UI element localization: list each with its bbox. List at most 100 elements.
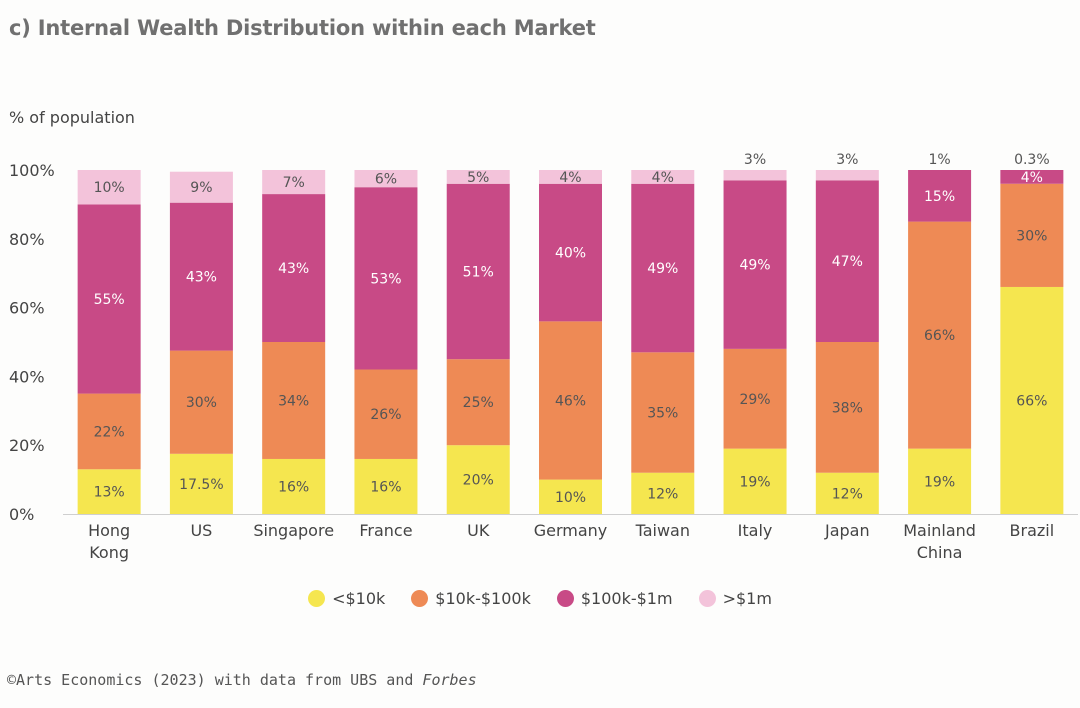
- data-label: 10%: [94, 180, 125, 196]
- legend-label: <$10k: [332, 589, 386, 608]
- data-label: 66%: [924, 328, 955, 344]
- data-label: 15%: [924, 189, 955, 205]
- x-tick-label: Taiwan: [635, 521, 690, 540]
- x-tick-label: Japan: [824, 521, 870, 540]
- bar-segment: [908, 448, 972, 514]
- data-label: 6%: [375, 172, 397, 188]
- data-label: 4%: [1021, 170, 1043, 186]
- bar-segment: [908, 170, 972, 222]
- bar-segment: [354, 369, 418, 459]
- bar-segment: [77, 469, 141, 514]
- y-tick-label: 60%: [9, 299, 45, 318]
- x-tick-label: Italy: [738, 521, 773, 540]
- bar-segment: [77, 204, 141, 394]
- bar-segment: [631, 472, 695, 514]
- bar-segment: [262, 170, 326, 195]
- legend-swatch: [556, 590, 574, 607]
- bar-segment: [815, 180, 879, 342]
- source-note: ©Arts Economics (2023) with data from UB…: [7, 671, 477, 689]
- bar-segment: [354, 458, 418, 514]
- bar-segment: [169, 453, 233, 514]
- data-label: 49%: [739, 258, 770, 274]
- data-label: 30%: [1016, 228, 1047, 244]
- data-label: 22%: [94, 424, 125, 440]
- x-tick-label: France: [359, 521, 412, 540]
- data-label: 26%: [370, 407, 401, 423]
- data-label: 38%: [832, 400, 863, 416]
- data-label: 43%: [186, 270, 217, 286]
- y-tick-label: 100%: [9, 161, 55, 180]
- data-label: 20%: [463, 473, 494, 489]
- bar-segment: [446, 170, 510, 184]
- bar-segment: [262, 342, 326, 459]
- data-label: 34%: [278, 393, 309, 409]
- data-label: 0.3%: [1014, 152, 1050, 168]
- data-label: 29%: [739, 392, 770, 408]
- data-label: 9%: [190, 180, 212, 196]
- bar-segment: [1000, 170, 1064, 184]
- bar-segment: [446, 359, 510, 446]
- chart-title: c) Internal Wealth Distribution within e…: [9, 16, 596, 40]
- bar-segment: [77, 393, 141, 470]
- bar-segment: [908, 221, 972, 449]
- data-label: 12%: [832, 486, 863, 502]
- bar-segment: [169, 171, 233, 203]
- y-axis-label: % of population: [9, 108, 135, 127]
- bar-segment: [723, 180, 787, 349]
- legend-item: $100k-$1m: [556, 589, 673, 608]
- x-tick-label: Singapore: [253, 521, 334, 540]
- legend-item: $10k-$100k: [411, 589, 531, 608]
- bar-segment: [354, 170, 418, 188]
- bar-segment: [169, 202, 233, 351]
- bar-segment: [631, 352, 695, 473]
- data-label: 49%: [647, 261, 678, 277]
- bar-segment: [723, 170, 787, 181]
- data-label: 16%: [370, 479, 401, 495]
- legend-swatch: [308, 590, 326, 607]
- bar-segment: [1000, 183, 1064, 287]
- data-label: 7%: [283, 175, 305, 191]
- data-label: 40%: [555, 246, 586, 262]
- legend-label: $100k-$1m: [580, 589, 673, 608]
- legend-item: >$1m: [698, 589, 772, 608]
- bar-segment: [631, 170, 695, 184]
- x-tick-label: Mainland: [903, 521, 976, 540]
- x-tick-label: Germany: [534, 521, 608, 540]
- data-label: 46%: [555, 393, 586, 409]
- data-label: 53%: [370, 271, 401, 287]
- bar-segment: [446, 183, 510, 360]
- legend-label: $10k-$100k: [435, 589, 531, 608]
- legend-item: <$10k: [308, 589, 385, 608]
- bar-segment: [1000, 286, 1064, 514]
- source-italic: Forbes: [422, 671, 477, 689]
- data-label: 1%: [928, 152, 950, 168]
- bar-segment: [539, 479, 602, 514]
- legend-swatch: [698, 590, 716, 607]
- data-label: 4%: [559, 170, 581, 186]
- data-label: 17.5%: [179, 477, 223, 493]
- y-tick-label: 0%: [9, 505, 34, 524]
- data-label: 3%: [744, 152, 766, 168]
- bar-segment: [354, 187, 418, 370]
- data-label: 19%: [924, 474, 955, 490]
- data-label: 5%: [467, 170, 489, 186]
- x-tick-label: UK: [467, 521, 490, 540]
- data-label: 12%: [647, 486, 678, 502]
- bar-segment: [446, 445, 510, 514]
- data-label: 19%: [739, 474, 770, 490]
- chart-legend: <$10k $10k-$100k $100k-$1m >$1m: [0, 589, 1080, 608]
- x-tick-label: Brazil: [1010, 521, 1055, 540]
- data-label: 66%: [1016, 393, 1047, 409]
- bar-segment: [262, 458, 326, 514]
- bar-segment: [723, 448, 787, 514]
- x-tick-label: China: [917, 543, 963, 562]
- bar-segment: [815, 472, 879, 514]
- data-label: 10%: [555, 490, 586, 506]
- bar-segment: [723, 348, 787, 449]
- y-tick-label: 40%: [9, 367, 45, 386]
- x-tick-label: Hong: [88, 521, 130, 540]
- bar-segment: [262, 194, 326, 342]
- bar-segment: [539, 170, 602, 184]
- bar-segment: [631, 183, 695, 353]
